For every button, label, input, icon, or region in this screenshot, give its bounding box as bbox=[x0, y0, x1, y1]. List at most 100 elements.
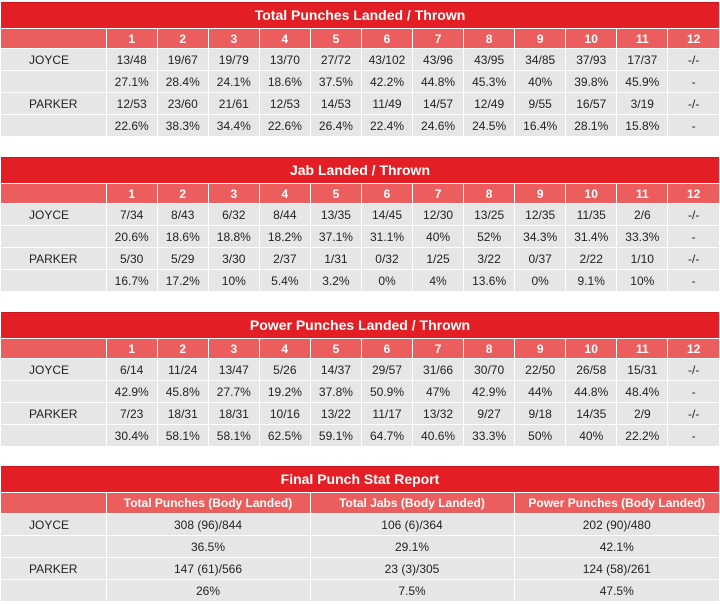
round-header: 11 bbox=[616, 28, 669, 49]
round-header: 6 bbox=[361, 338, 414, 359]
stat-cell: -/- bbox=[667, 358, 719, 381]
stat-cell: 16.7% bbox=[106, 269, 158, 291]
round-header: 5 bbox=[310, 28, 362, 49]
stat-cell: 42.1% bbox=[514, 535, 719, 558]
round-header: 11 bbox=[616, 338, 669, 359]
stat-cell: 1/31 bbox=[310, 247, 362, 270]
stat-cell: 5/30 bbox=[106, 247, 158, 270]
stat-cell: 18/31 bbox=[157, 402, 209, 425]
stat-cell: 7/23 bbox=[106, 402, 158, 425]
final-column-header: Power Punches (Body Landed) bbox=[514, 492, 719, 514]
stat-cell: 34.3% bbox=[514, 225, 567, 248]
stat-cell: 58.1% bbox=[157, 424, 209, 446]
stat-cell: 17/37 bbox=[616, 48, 669, 71]
stat-cell: 34/85 bbox=[514, 48, 567, 71]
stat-cell: 62.5% bbox=[259, 424, 311, 446]
stat-cell: 11/49 bbox=[361, 92, 414, 115]
stat-cell: 9/18 bbox=[514, 402, 567, 425]
stat-cell: 14/35 bbox=[565, 402, 618, 425]
stat-cell: 22.6% bbox=[259, 114, 311, 136]
stat-cell: - bbox=[667, 380, 719, 403]
stat-cell: 44.8% bbox=[565, 380, 618, 403]
round-header: 1 bbox=[106, 28, 158, 49]
stat-cell: 0/37 bbox=[514, 247, 567, 270]
stat-cell: 23/60 bbox=[157, 92, 209, 115]
stat-cell: 40.6% bbox=[412, 424, 465, 446]
fighter-name: PARKER bbox=[1, 247, 107, 270]
fighter-name: JOYCE bbox=[1, 48, 107, 71]
stat-cell: 5.4% bbox=[259, 269, 311, 291]
fighter-name bbox=[1, 380, 107, 403]
round-header: 8 bbox=[463, 338, 516, 359]
stat-cell: 29/57 bbox=[361, 358, 414, 381]
stat-cell: 27/72 bbox=[310, 48, 362, 71]
stat-cell: 37/93 bbox=[565, 48, 618, 71]
stat-cell: 14/53 bbox=[310, 92, 362, 115]
stat-cell: 30.4% bbox=[106, 424, 158, 446]
stat-cell: 22.2% bbox=[616, 424, 669, 446]
stat-cell: 308 (96)/844 bbox=[106, 513, 311, 536]
stat-cell: 28.4% bbox=[157, 70, 209, 93]
stat-cell: 13/70 bbox=[259, 48, 311, 71]
fighter-name: PARKER bbox=[1, 557, 107, 580]
stat-cell: 18.8% bbox=[208, 225, 260, 248]
stat-cell: 22.4% bbox=[361, 114, 414, 136]
round-header: 3 bbox=[208, 338, 260, 359]
final-column-header: Total Jabs (Body Landed) bbox=[310, 492, 515, 514]
stat-cell: 11/35 bbox=[565, 203, 618, 226]
table-row: PARKER 7/23 18/31 18/31 10/16 13/22 11/17 13/32… bbox=[1, 402, 719, 425]
stat-cell: 13/32 bbox=[412, 402, 465, 425]
stat-cell: 9/55 bbox=[514, 92, 567, 115]
stat-cell: 7.5% bbox=[310, 579, 515, 601]
stat-cell: 18/31 bbox=[208, 402, 260, 425]
stat-cell: 0% bbox=[361, 269, 414, 291]
stat-cell: 30/70 bbox=[463, 358, 516, 381]
stat-cell: 10% bbox=[616, 269, 669, 291]
stat-cell: -/- bbox=[667, 92, 719, 115]
stat-cell: 19/79 bbox=[208, 48, 260, 71]
stat-cell: 14/57 bbox=[412, 92, 465, 115]
stat-cell: 47% bbox=[412, 380, 465, 403]
round-header: 6 bbox=[361, 28, 414, 49]
round-header: 2 bbox=[157, 183, 209, 204]
stat-cell: 1/10 bbox=[616, 247, 669, 270]
stat-cell: -/- bbox=[667, 402, 719, 425]
stat-cell: 14/37 bbox=[310, 358, 362, 381]
stat-cell: 37.8% bbox=[310, 380, 362, 403]
stat-cell: 7/34 bbox=[106, 203, 158, 226]
stat-cell: 2/6 bbox=[616, 203, 669, 226]
table-row: PARKER 12/53 23/60 21/61 12/53 14/53 11/49 14/5… bbox=[1, 92, 719, 115]
stat-cell: - bbox=[667, 424, 719, 446]
stat-cell: 39.8% bbox=[565, 70, 618, 93]
stat-cell: 5/29 bbox=[157, 247, 209, 270]
table-row: 26% 7.5% 47.5% bbox=[1, 579, 719, 601]
stat-cell: 26% bbox=[106, 579, 311, 601]
stat-cell: 44.8% bbox=[412, 70, 465, 93]
stat-cell: 3.2% bbox=[310, 269, 362, 291]
stat-cell: 64.7% bbox=[361, 424, 414, 446]
stat-cell: 24.1% bbox=[208, 70, 260, 93]
stat-cell: 16.4% bbox=[514, 114, 567, 136]
fighter-name bbox=[1, 579, 107, 601]
stat-cell: 12/49 bbox=[463, 92, 516, 115]
stat-cell: 37.1% bbox=[310, 225, 362, 248]
round-header: 3 bbox=[208, 28, 260, 49]
stat-cell: 0% bbox=[514, 269, 567, 291]
table-row: JOYCE 6/14 11/24 13/47 5/26 14/37 29/57 31/66 30… bbox=[1, 358, 719, 381]
stat-cell: 3/22 bbox=[463, 247, 516, 270]
stat-cell: 0/32 bbox=[361, 247, 414, 270]
table-row: JOYCE 13/48 19/67 19/79 13/70 27/72 43/102 43/9… bbox=[1, 48, 719, 71]
round-header: 5 bbox=[310, 183, 362, 204]
stat-cell: 37.5% bbox=[310, 70, 362, 93]
stat-cell: 40% bbox=[412, 225, 465, 248]
final-report-panel: Final Punch Stat Report Total Punches (Bo… bbox=[1, 466, 719, 601]
round-header: 4 bbox=[259, 338, 311, 359]
corner-header-cell bbox=[1, 28, 107, 49]
stat-cell: 12/53 bbox=[259, 92, 311, 115]
stat-cell: 2/37 bbox=[259, 247, 311, 270]
stat-cell: 15.8% bbox=[616, 114, 669, 136]
stat-cell: 18.2% bbox=[259, 225, 311, 248]
stat-cell: 17.2% bbox=[157, 269, 209, 291]
stat-table-panel: Power Punches Landed / Thrown 1 2 3 4 5 6 7 8 9 10… bbox=[1, 312, 719, 446]
stat-cell: 23 (3)/305 bbox=[310, 557, 515, 580]
